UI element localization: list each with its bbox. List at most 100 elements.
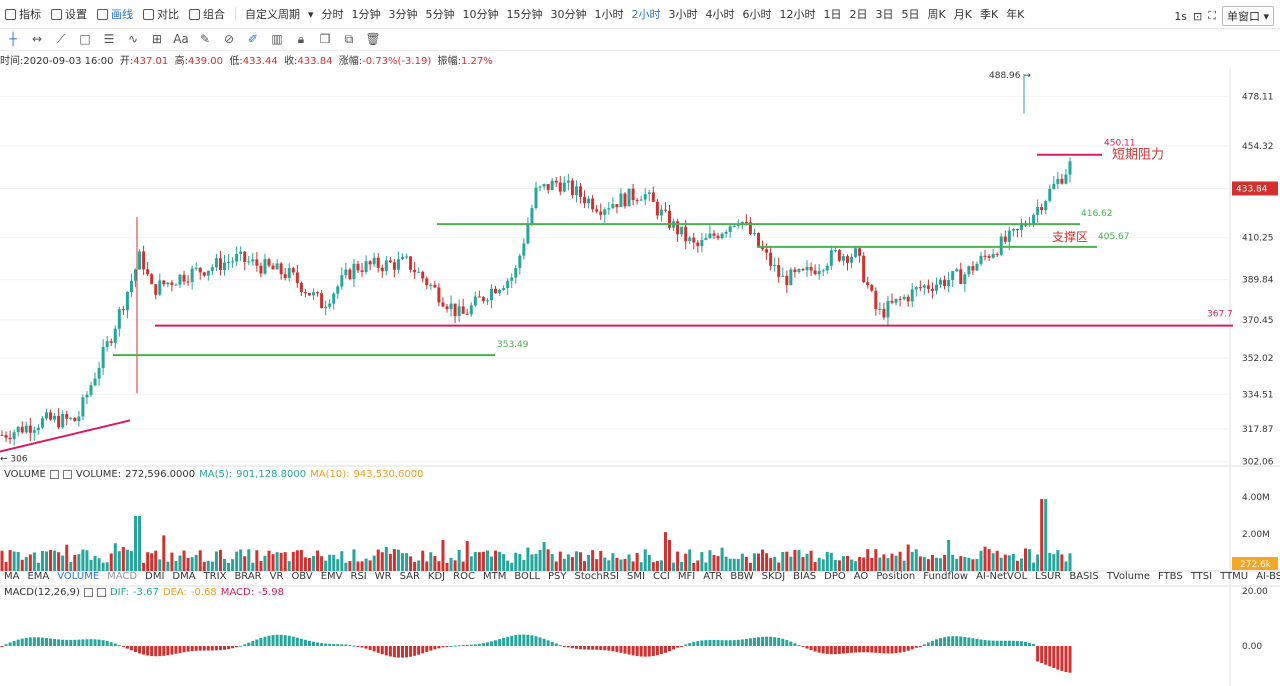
toolbar-button-2[interactable]: 画线	[92, 6, 138, 22]
indicator-tab[interactable]: EMA	[27, 571, 50, 582]
indicator-tab[interactable]: DMA	[172, 571, 196, 582]
candle-body	[57, 415, 61, 428]
indicator-tab[interactable]: BRAR	[234, 571, 262, 582]
top-toolbar: 指标 设置 画线 对比 组合 自定义周期 ▾ 分时 1分钟 3分钟 5分钟 10分钟 15分钟 30…	[0, 0, 1280, 29]
window-select[interactable]: 单窗口 ▾	[1221, 6, 1274, 26]
lock-icon[interactable]: 🔒︎	[297, 31, 305, 46]
indicator-tab[interactable]: PSY	[548, 571, 567, 582]
period-tab[interactable]: 季K	[979, 8, 999, 21]
indicator-tab[interactable]: EMV	[320, 571, 343, 582]
indicator-tab[interactable]: BBW	[730, 571, 754, 582]
period-tab[interactable]: 1小时	[594, 8, 624, 21]
period-tab[interactable]: 3小时	[668, 8, 698, 21]
measure-icon[interactable]: ⊞	[151, 32, 163, 46]
period-tab[interactable]: 3分钟	[388, 8, 418, 21]
indicator-tab[interactable]: Fundflow	[923, 571, 969, 582]
indicator-tab[interactable]: AO	[853, 571, 869, 582]
period-tab[interactable]: 10分钟	[462, 8, 499, 21]
period-tab[interactable]: 3日	[875, 8, 894, 21]
toolbar-button-0[interactable]: 指标	[0, 6, 46, 22]
macd-bar	[291, 636, 295, 646]
volume-bar	[1068, 553, 1072, 571]
indicator-tab[interactable]: TTMU	[1220, 571, 1249, 582]
indicator-tab[interactable]: LSUR	[1035, 571, 1062, 582]
indicator-tab[interactable]: ROC	[453, 571, 475, 582]
indicator-tab[interactable]: TTSI	[1190, 571, 1213, 582]
period-tab[interactable]: 1日	[823, 8, 842, 21]
indicator-tab[interactable]: MFI	[677, 571, 696, 582]
crosshair-icon[interactable]: ┼	[9, 32, 17, 46]
indicator-tab[interactable]: KDJ	[427, 571, 446, 582]
indicator-tab[interactable]: BASIS	[1069, 571, 1099, 582]
indicator-tab[interactable]: VOLUME	[57, 571, 100, 582]
indicator-tab[interactable]: VR	[269, 571, 284, 582]
indicator-tab[interactable]: MTM	[482, 571, 507, 582]
indicator-tab[interactable]: SAR	[399, 571, 420, 582]
trend-line-icon[interactable]: ⟋	[56, 31, 66, 46]
fullscreen-icon[interactable]: ⛶	[1208, 9, 1216, 22]
close-icon[interactable]	[62, 470, 72, 479]
text-icon[interactable]: Aa	[173, 32, 189, 46]
period-tab[interactable]: 2日	[849, 8, 868, 21]
indicator-tab[interactable]: AI-BSI	[1256, 571, 1280, 582]
indicator-tab[interactable]: SKDJ	[761, 571, 786, 582]
layers-icon[interactable]: ⧉	[344, 31, 354, 46]
close-icon[interactable]	[96, 588, 106, 597]
period-tab[interactable]: 分时	[321, 8, 344, 21]
copy-icon[interactable]: ❐	[319, 32, 331, 46]
period-tab[interactable]: 30分钟	[550, 8, 587, 21]
indicator-tab[interactable]: WR	[374, 571, 392, 582]
period-tab[interactable]: 月K	[953, 8, 972, 21]
indicator-tab[interactable]: BIAS	[793, 571, 817, 582]
settings-icon[interactable]	[49, 470, 59, 479]
indicator-tab[interactable]: TVolume	[1106, 571, 1150, 582]
fit-icon[interactable]: ⊡	[1193, 9, 1203, 23]
indicator-tab[interactable]: OBV	[291, 571, 313, 582]
indicator-tab[interactable]: MA	[4, 571, 20, 582]
macd-bar	[396, 646, 400, 658]
volume-bar	[591, 550, 595, 571]
period-tab[interactable]: 周K	[927, 8, 946, 21]
indicator-tab[interactable]: FTBS	[1158, 571, 1183, 582]
indicator-tab[interactable]: DMI	[145, 571, 165, 582]
wave-icon[interactable]: ∿	[127, 32, 139, 46]
horizontal-line-icon[interactable]: ↔	[31, 32, 43, 46]
indicator-tab[interactable]: BOLL	[514, 571, 541, 582]
indicator-tab[interactable]: ATR	[703, 571, 723, 582]
candle-body	[797, 269, 801, 273]
indicator-tab[interactable]: StochRSI	[574, 571, 619, 582]
magnet-icon[interactable]: ⊘	[223, 32, 235, 46]
indicator-tab[interactable]: TRIX	[203, 571, 227, 582]
toolbar-button-4[interactable]: 组合	[184, 6, 230, 22]
toolbar-button-3[interactable]: 对比	[138, 6, 184, 22]
indicator-tab[interactable]: Position	[876, 571, 916, 582]
custom-period-button[interactable]: 自定义周期	[245, 8, 300, 21]
indicator-tab[interactable]: DPO	[824, 571, 846, 582]
indicator-tab[interactable]: MACD	[107, 571, 138, 582]
macd-bar	[837, 646, 841, 654]
indicator-tab[interactable]: CCI	[652, 571, 670, 582]
period-tab[interactable]: 6小时	[742, 8, 772, 21]
draw-mode-icon[interactable]: ✐	[247, 32, 259, 46]
period-tab[interactable]: 4小时	[705, 8, 735, 21]
indicator-tab[interactable]: SMI	[627, 571, 645, 582]
period-tab[interactable]: 5日	[901, 8, 920, 21]
period-tab[interactable]: 年K	[1006, 8, 1025, 21]
fib-icon[interactable]: ☰	[103, 32, 115, 46]
period-tab[interactable]: 2小时	[631, 8, 661, 21]
indicator-tab[interactable]: AI-NetVOL	[976, 571, 1028, 582]
rectangle-icon[interactable]: □	[79, 32, 91, 46]
brush-icon[interactable]: ✎	[199, 32, 211, 46]
indicator-tab[interactable]: RSI	[350, 571, 367, 582]
period-tab[interactable]: 1分钟	[351, 8, 381, 21]
ruler-icon[interactable]: ▥	[271, 32, 283, 46]
custom-period-chevron-icon[interactable]: ▾	[308, 7, 314, 21]
period-tab[interactable]: 15分钟	[506, 8, 543, 21]
speed-label[interactable]: 1s	[1174, 9, 1188, 23]
trash-icon[interactable]: 🗑︎	[365, 32, 381, 46]
period-tab[interactable]: 12小时	[779, 8, 816, 21]
period-tab[interactable]: 5分钟	[425, 8, 455, 21]
toolbar-button-1[interactable]: 设置	[46, 6, 92, 22]
settings-icon[interactable]	[83, 588, 93, 597]
